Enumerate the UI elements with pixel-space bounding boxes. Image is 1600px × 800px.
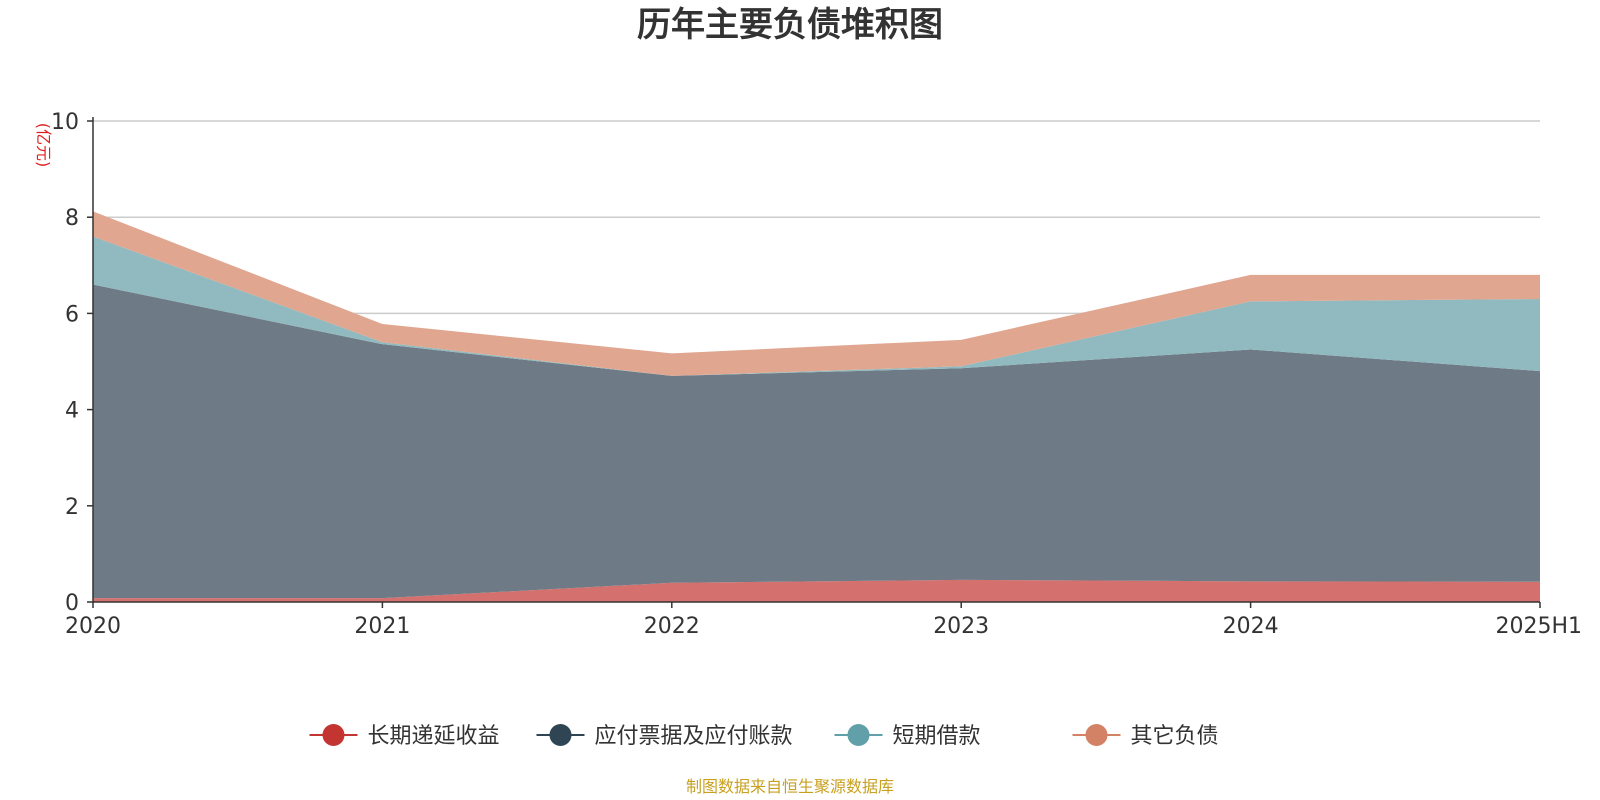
- x-tick-label: 2020: [65, 614, 121, 639]
- area-series-1: [93, 579, 1540, 602]
- x-tick-label: 2025H1: [1495, 614, 1582, 639]
- legend: 长期递延收益 应付票据及应付账款 短期借款 其它负债: [309, 724, 1219, 749]
- legend-item-3[interactable]: 短期借款: [834, 724, 981, 749]
- legend-marker: [847, 724, 870, 746]
- y-tick-label: 8: [65, 206, 79, 231]
- x-tick-label: 2022: [644, 614, 700, 639]
- x-tick-label: 2023: [933, 614, 989, 639]
- legend-item-1[interactable]: 长期递延收益: [309, 724, 500, 749]
- legend-label: 长期递延收益: [368, 724, 500, 749]
- area-series: [93, 211, 1540, 602]
- chart-title: 历年主要负债堆积图: [637, 5, 943, 45]
- area-series-2: [93, 284, 1540, 599]
- legend-item-2[interactable]: 应付票据及应付账款: [536, 724, 793, 749]
- source-note: 制图数据来自恒生聚源数据库: [686, 777, 894, 796]
- y-tick-label: 10: [51, 110, 79, 135]
- y-tick-label: 2: [65, 495, 79, 520]
- legend-label: 其它负债: [1131, 724, 1219, 749]
- y-axis-unit: (亿元): [34, 123, 53, 168]
- legend-marker: [549, 724, 572, 746]
- x-tick-label: 2021: [354, 614, 410, 639]
- legend-item-4[interactable]: 其它负债: [1072, 724, 1219, 749]
- legend-label: 短期借款: [893, 724, 981, 749]
- y-tick-label: 0: [65, 591, 79, 616]
- legend-marker: [1085, 724, 1108, 746]
- y-tick-label: 4: [65, 399, 79, 424]
- legend-label: 应付票据及应付账款: [595, 724, 793, 749]
- axes: 0 2 4 6 8 10 2020 2021 2022 2023 2024 2025H1: [51, 110, 1582, 639]
- area-series-3: [93, 236, 1540, 376]
- legend-marker: [322, 724, 345, 746]
- x-tick-label: 2024: [1223, 614, 1279, 639]
- y-tick-label: 6: [65, 302, 79, 327]
- area-series-4: [93, 211, 1540, 376]
